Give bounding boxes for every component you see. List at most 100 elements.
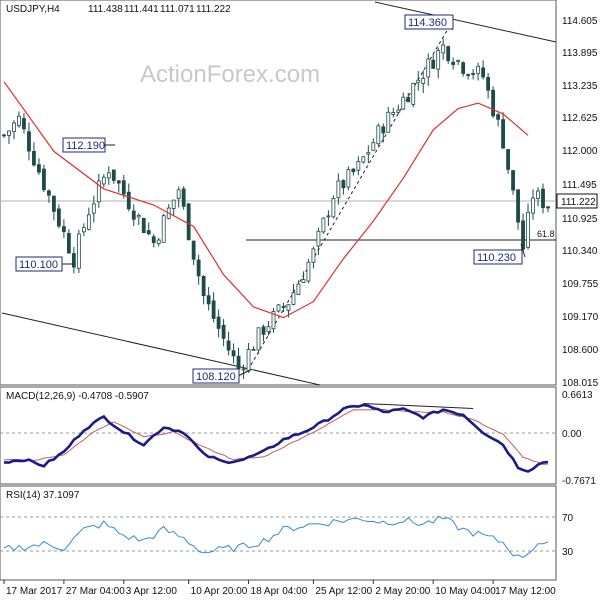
candle-body bbox=[71, 253, 76, 268]
candle-body bbox=[371, 142, 376, 151]
candle-body bbox=[526, 211, 530, 248]
candle-body bbox=[106, 172, 111, 179]
candle-body bbox=[116, 180, 121, 184]
candle-body bbox=[22, 118, 26, 130]
time-tick-label: 2 May 20:00 bbox=[375, 586, 430, 597]
price-tick: 110.925 bbox=[562, 214, 598, 225]
macd-tick: -0.7671 bbox=[562, 476, 596, 487]
candle-body bbox=[511, 170, 515, 191]
macd-signal-line bbox=[3, 408, 549, 465]
channel-lower-line bbox=[1, 312, 321, 386]
candle-body bbox=[326, 215, 331, 218]
candle-body bbox=[486, 77, 491, 91]
candle-body bbox=[256, 327, 261, 351]
moving-average-line bbox=[3, 81, 529, 319]
price-tick: 112.000 bbox=[562, 146, 598, 157]
candle-body bbox=[351, 168, 356, 173]
candle-body bbox=[32, 150, 36, 166]
candle-body bbox=[126, 191, 131, 210]
candle-body bbox=[136, 215, 141, 218]
candle-body bbox=[221, 324, 226, 339]
annotations-group: 114.360 112.190 110.100 108.120 110.230 bbox=[15, 14, 526, 384]
candle-body bbox=[506, 149, 510, 170]
candle-body bbox=[291, 292, 296, 305]
candle-body bbox=[27, 131, 31, 152]
time-tick-label: 10 Apr 20:00 bbox=[191, 586, 248, 597]
candle-body bbox=[461, 62, 466, 74]
ohlc-low: 111.071 bbox=[160, 4, 195, 15]
ohlc-high: 111.441 bbox=[124, 4, 159, 15]
candle-body bbox=[541, 188, 545, 209]
candle-body bbox=[491, 89, 496, 117]
candle-body bbox=[296, 283, 301, 295]
candle-body bbox=[47, 190, 51, 196]
annotation-tag-box bbox=[62, 137, 106, 153]
candle-body bbox=[261, 326, 266, 335]
candle-body bbox=[241, 368, 246, 371]
macd-tick: 0.6613 bbox=[562, 390, 593, 401]
candle-body bbox=[171, 199, 176, 210]
candle-body bbox=[431, 59, 436, 69]
fib-level-label: 61.8 bbox=[537, 229, 555, 239]
candle-body bbox=[286, 304, 291, 311]
price-tick: 108.015 bbox=[562, 378, 599, 389]
annotation-tag: 114.360 bbox=[408, 17, 447, 29]
current-price-value: 111.222 bbox=[561, 197, 596, 208]
candle-body bbox=[236, 355, 241, 369]
candle-body bbox=[141, 217, 146, 234]
symbol-label: USDJPY,H4 bbox=[6, 4, 60, 15]
candle-body bbox=[251, 348, 256, 351]
rsi-tick: 30 bbox=[562, 547, 574, 558]
time-axis: 17 Mar 2017 27 Mar 04:00 3 Apr 12:00 10 Apr… bbox=[3, 580, 556, 597]
price-tick: 108.600 bbox=[562, 345, 599, 356]
price-tick: 110.340 bbox=[562, 246, 598, 257]
candle-body bbox=[156, 239, 161, 245]
candle-body bbox=[481, 67, 486, 78]
candle-body bbox=[91, 203, 96, 214]
candle-body bbox=[391, 112, 396, 115]
candle-body bbox=[121, 180, 126, 195]
channel-upper-line bbox=[374, 1, 557, 43]
candle-body bbox=[476, 65, 481, 74]
rsi-label: RSI(14) 37.1097 bbox=[6, 490, 80, 501]
time-tick-label: 17 May 12:00 bbox=[495, 586, 556, 597]
annotation-tag-box bbox=[473, 249, 523, 265]
candle-body bbox=[42, 168, 46, 191]
macd-trendline bbox=[363, 403, 474, 409]
candle-body bbox=[186, 203, 191, 241]
candle-body bbox=[61, 226, 66, 233]
price-tick: 113.895 bbox=[562, 48, 598, 59]
time-tick-label: 18 Apr 04:00 bbox=[251, 586, 308, 597]
annotation-tag-box bbox=[404, 14, 454, 30]
candle-body bbox=[281, 306, 286, 308]
candle-body bbox=[196, 259, 201, 277]
candle-body bbox=[376, 125, 381, 145]
candle-body bbox=[76, 233, 81, 269]
candle-body bbox=[466, 74, 471, 76]
price-tick: 109.755 bbox=[562, 279, 599, 290]
candle-body bbox=[456, 59, 461, 63]
candle-body bbox=[206, 295, 211, 305]
candle-body bbox=[2, 134, 6, 137]
candle-body bbox=[231, 350, 236, 357]
candle-body bbox=[211, 300, 216, 319]
candle-body bbox=[311, 248, 316, 263]
price-tick: 113.235 bbox=[562, 81, 598, 92]
candle-body bbox=[96, 180, 101, 203]
price-tick: 112.625 bbox=[562, 113, 598, 124]
candle-body bbox=[216, 316, 221, 329]
candle-body bbox=[406, 96, 411, 103]
annotation-tag: 112.190 bbox=[66, 140, 105, 152]
candle-body bbox=[81, 227, 86, 233]
candle-body bbox=[386, 111, 391, 133]
candle-body bbox=[301, 279, 306, 283]
candle-body bbox=[446, 46, 451, 62]
candle-body bbox=[56, 208, 61, 227]
candle-body bbox=[12, 122, 16, 132]
candle-body bbox=[496, 114, 500, 120]
time-tick-label: 25 Apr 12:00 bbox=[315, 586, 372, 597]
candle-body bbox=[546, 206, 550, 209]
annotation-tag-box bbox=[15, 256, 63, 272]
candle-body bbox=[346, 169, 351, 188]
